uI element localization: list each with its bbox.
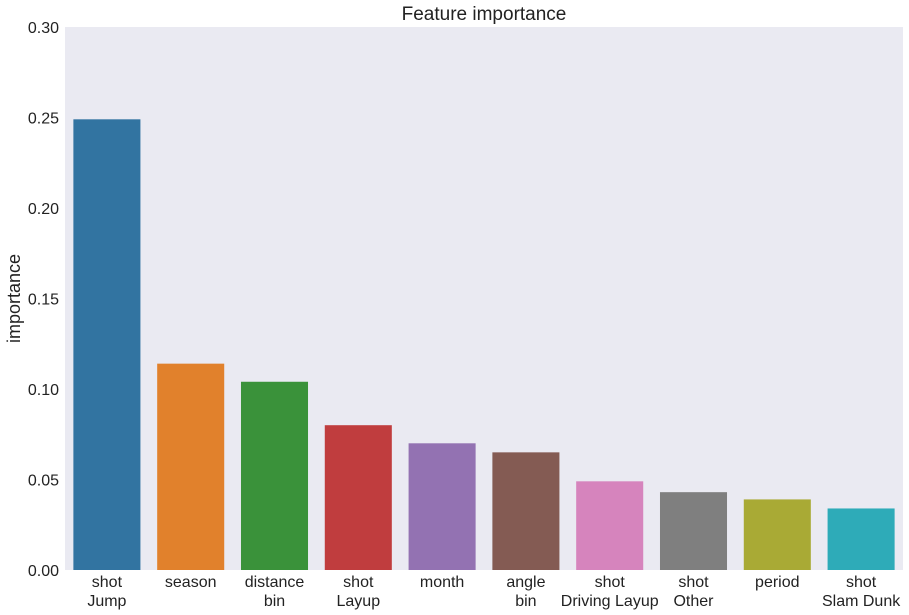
y-tick-label: 0.30 xyxy=(28,20,59,37)
x-axis-ticks: shot Jump season distance bin shot Layup month a… xyxy=(87,574,901,610)
bar xyxy=(73,119,141,570)
bar xyxy=(659,492,728,570)
y-tick-label: 0.15 xyxy=(28,292,59,309)
x-tick-label: distance bin xyxy=(245,574,305,610)
x-tick-label: month xyxy=(420,574,464,591)
bar xyxy=(240,381,309,570)
bar xyxy=(157,363,225,570)
x-tick-label: season xyxy=(165,574,217,591)
bar xyxy=(743,499,811,570)
x-tick-label: shot Layup xyxy=(337,574,381,610)
x-tick-label: angle bin xyxy=(506,574,545,610)
bar xyxy=(324,425,392,570)
x-tick-label: shot Slam Dunk xyxy=(822,574,901,610)
x-tick-label: shot Other xyxy=(673,574,714,610)
y-tick-label: 0.05 xyxy=(28,473,59,490)
y-tick-label: 0.25 xyxy=(28,111,59,128)
chart-title: Feature importance xyxy=(402,4,567,25)
bar xyxy=(408,443,476,570)
bars-group xyxy=(73,119,895,570)
x-tick-label: period xyxy=(755,574,799,591)
y-axis-label: importance xyxy=(4,254,24,343)
bar xyxy=(576,481,644,570)
y-axis-ticks: 0.00 0.05 0.10 0.15 0.20 0.25 0.30 xyxy=(28,20,59,580)
y-tick-label: 0.00 xyxy=(28,563,59,580)
x-tick-label: shot Driving Layup xyxy=(561,574,659,610)
x-tick-label: shot Jump xyxy=(87,574,126,610)
y-tick-label: 0.10 xyxy=(28,382,59,399)
bar xyxy=(492,452,560,570)
y-tick-label: 0.20 xyxy=(28,201,59,218)
bar xyxy=(827,508,895,570)
